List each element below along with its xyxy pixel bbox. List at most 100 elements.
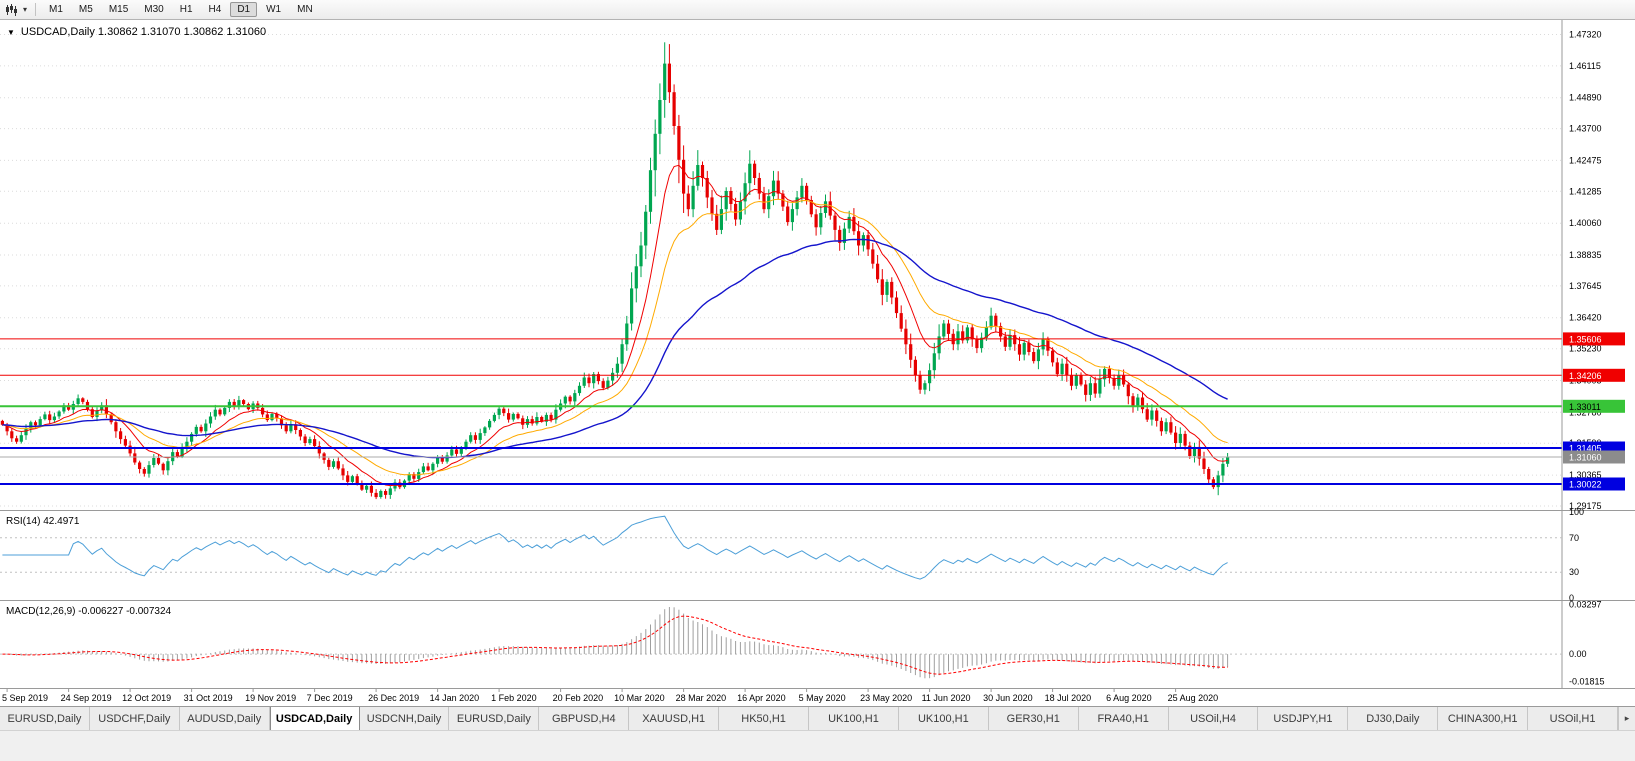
svg-text:28 Mar 2020: 28 Mar 2020	[676, 693, 727, 703]
price-tag: 1.35606	[1563, 332, 1625, 346]
svg-text:1.38835: 1.38835	[1569, 250, 1602, 260]
time-axis: 5 Sep 2019 24 Sep 2019 12 Oct 2019 31 Oct 2…	[2, 688, 1218, 703]
svg-text:1.34206: 1.34206	[1569, 371, 1602, 381]
timeframe-button-h1[interactable]: H1	[173, 2, 200, 17]
rsi-panel: 100 70 30 0 RSI(14) 42.4971	[0, 507, 1584, 603]
svg-text:1.30365: 1.30365	[1569, 470, 1602, 480]
timeframe-button-d1[interactable]: D1	[230, 2, 258, 17]
timeframe-button-h4[interactable]: H4	[202, 2, 229, 17]
status-strip	[0, 730, 1635, 761]
svg-text:16 Apr 2020: 16 Apr 2020	[737, 693, 786, 703]
chart-tab-audusd-daily[interactable]: AUDUSD,Daily	[179, 707, 270, 730]
chart-tab-usoil-h1[interactable]: USOil,H1	[1528, 707, 1619, 730]
svg-text:1.31405: 1.31405	[1569, 444, 1602, 454]
toolbar-separator	[35, 3, 36, 16]
moving-average-55	[2, 238, 1228, 459]
svg-text:30: 30	[1569, 567, 1579, 577]
price-tag: 1.34206	[1563, 368, 1625, 382]
rsi-label: RSI(14) 42.4971	[6, 516, 80, 527]
chart-tab-eurusd-daily[interactable]: EURUSD,Daily	[0, 707, 90, 730]
chart-tab-gbpusd-h4[interactable]: GBPUSD,H4	[539, 707, 630, 730]
chart-tab-usoil-h4[interactable]: USOil,H4	[1168, 707, 1259, 730]
timeframe-toolbar: ▾ M1 M5 M15 M30 H1 H4 D1 W1 MN	[0, 0, 1635, 20]
chart-area[interactable]: 1.47320 1.46115 1.44890 1.43700 1.42475 1.412…	[0, 20, 1635, 706]
price-chart-canvas[interactable]: 1.47320 1.46115 1.44890 1.43700 1.42475 1.412…	[0, 20, 1635, 706]
chart-title: ▼ USDCAD,Daily 1.30862 1.31070 1.30862 1…	[7, 26, 266, 38]
svg-text:0.03297: 0.03297	[1569, 599, 1602, 609]
svg-text:1.43700: 1.43700	[1569, 124, 1602, 134]
chart-tab-usdchf-daily[interactable]: USDCHF,Daily	[89, 707, 180, 730]
price-grid: 1.47320 1.46115 1.44890 1.43700 1.42475 1.412…	[0, 30, 1602, 511]
svg-text:26 Dec 2019: 26 Dec 2019	[368, 693, 419, 703]
svg-text:1 Feb 2020: 1 Feb 2020	[491, 693, 537, 703]
svg-text:25 Aug 2020: 25 Aug 2020	[1168, 693, 1219, 703]
timeframe-button-m1[interactable]: M1	[42, 2, 70, 17]
timeframe-button-mn[interactable]: MN	[290, 2, 320, 17]
chart-tab-dj30-daily[interactable]: DJ30,Daily	[1348, 707, 1439, 730]
macd-signal-line	[2, 615, 1228, 675]
timeframe-button-w1[interactable]: W1	[259, 2, 288, 17]
moving-average-21	[2, 198, 1228, 476]
horizontal-level-lines[interactable]	[0, 338, 1562, 485]
svg-text:6 Aug 2020: 6 Aug 2020	[1106, 693, 1152, 703]
svg-text:23 May 2020: 23 May 2020	[860, 693, 912, 703]
price-tag: 1.33011	[1563, 399, 1625, 413]
chart-tab-usdcnh-daily[interactable]: USDCNH,Daily	[359, 707, 450, 730]
rsi-line	[2, 515, 1228, 580]
svg-text:1.47320: 1.47320	[1569, 30, 1602, 40]
svg-text:11 Jun 2020: 11 Jun 2020	[922, 693, 971, 703]
svg-text:70: 70	[1569, 533, 1579, 543]
svg-text:5 Sep 2019: 5 Sep 2019	[2, 693, 48, 703]
svg-text:1.35606: 1.35606	[1569, 334, 1602, 344]
symbol-dropdown-icon[interactable]: ▼	[7, 27, 15, 37]
chart-tabs-bar: EURUSD,Daily USDCHF,Daily AUDUSD,Daily USDC…	[0, 706, 1635, 730]
svg-text:1.37645: 1.37645	[1569, 281, 1602, 291]
timeframe-button-m15[interactable]: M15	[102, 2, 135, 17]
toolbar-dropdown-icon[interactable]: ▾	[22, 5, 27, 14]
svg-text:14 Jan 2020: 14 Jan 2020	[430, 693, 480, 703]
svg-text:18 Jul 2020: 18 Jul 2020	[1045, 693, 1092, 703]
svg-text:-0.01815: -0.01815	[1569, 676, 1605, 686]
chart-tab-eurusd-daily[interactable]: EURUSD,Daily	[449, 707, 540, 730]
svg-text:20 Feb 2020: 20 Feb 2020	[553, 693, 604, 703]
svg-text:1.41285: 1.41285	[1569, 186, 1602, 196]
svg-text:1.30022: 1.30022	[1569, 480, 1602, 490]
svg-text:12 Oct 2019: 12 Oct 2019	[122, 693, 171, 703]
chart-tab-xauusd-h1[interactable]: XAUUSD,H1	[629, 707, 720, 730]
candlesticks	[0, 42, 1230, 500]
svg-text:1.35230: 1.35230	[1569, 344, 1602, 354]
chart-tab-fra40-h1[interactable]: FRA40,H1	[1078, 707, 1169, 730]
chart-tab-usdcad-daily[interactable]: USDCAD,Daily	[269, 707, 360, 730]
timeframe-button-m30[interactable]: M30	[137, 2, 170, 17]
svg-text:31 Oct 2019: 31 Oct 2019	[184, 693, 233, 703]
chart-tab-uk100-h1[interactable]: UK100,H1	[898, 707, 989, 730]
symbol-ohlc-text: USDCAD,Daily 1.30862 1.31070 1.30862 1.3…	[20, 26, 267, 38]
timeframe-button-m5[interactable]: M5	[72, 2, 100, 17]
chart-tab-ger30-h1[interactable]: GER30,H1	[988, 707, 1079, 730]
macd-panel: 0.03297 0.00 -0.01815 MACD(12,26,9) -0.0062…	[0, 599, 1605, 686]
tabs-scroll-right-icon[interactable]: ▸	[1618, 707, 1635, 730]
candlestick-chart-icon[interactable]	[3, 3, 19, 17]
svg-text:19 Nov 2019: 19 Nov 2019	[245, 693, 296, 703]
svg-text:100: 100	[1569, 507, 1584, 517]
price-tag: 1.30022	[1563, 477, 1625, 491]
chart-tab-usdjpy-h1[interactable]: USDJPY,H1	[1258, 707, 1349, 730]
svg-text:1.46115: 1.46115	[1569, 61, 1601, 71]
svg-text:1.29175: 1.29175	[1569, 501, 1602, 511]
svg-text:1.36420: 1.36420	[1569, 313, 1602, 323]
price-tag: 1.31060	[1563, 450, 1625, 464]
moving-average-10	[2, 164, 1228, 487]
chart-tab-uk100-h1[interactable]: UK100,H1	[809, 707, 899, 730]
svg-text:30 Jun 2020: 30 Jun 2020	[983, 693, 1033, 703]
macd-label: MACD(12,26,9) -0.006227 -0.007324	[6, 606, 172, 617]
svg-text:0: 0	[1569, 593, 1574, 603]
chart-tab-hk50-h1[interactable]: HK50,H1	[719, 707, 810, 730]
svg-text:1.42475: 1.42475	[1569, 155, 1602, 165]
svg-text:7 Dec 2019: 7 Dec 2019	[307, 693, 353, 703]
svg-text:1.40060: 1.40060	[1569, 218, 1602, 228]
svg-text:1.44890: 1.44890	[1569, 93, 1602, 103]
timeframe-buttons: M1 M5 M15 M30 H1 H4 D1 W1 MN	[41, 2, 321, 17]
chart-tab-china300-h1[interactable]: CHINA300,H1	[1438, 707, 1529, 730]
svg-text:5 May 2020: 5 May 2020	[799, 693, 846, 703]
